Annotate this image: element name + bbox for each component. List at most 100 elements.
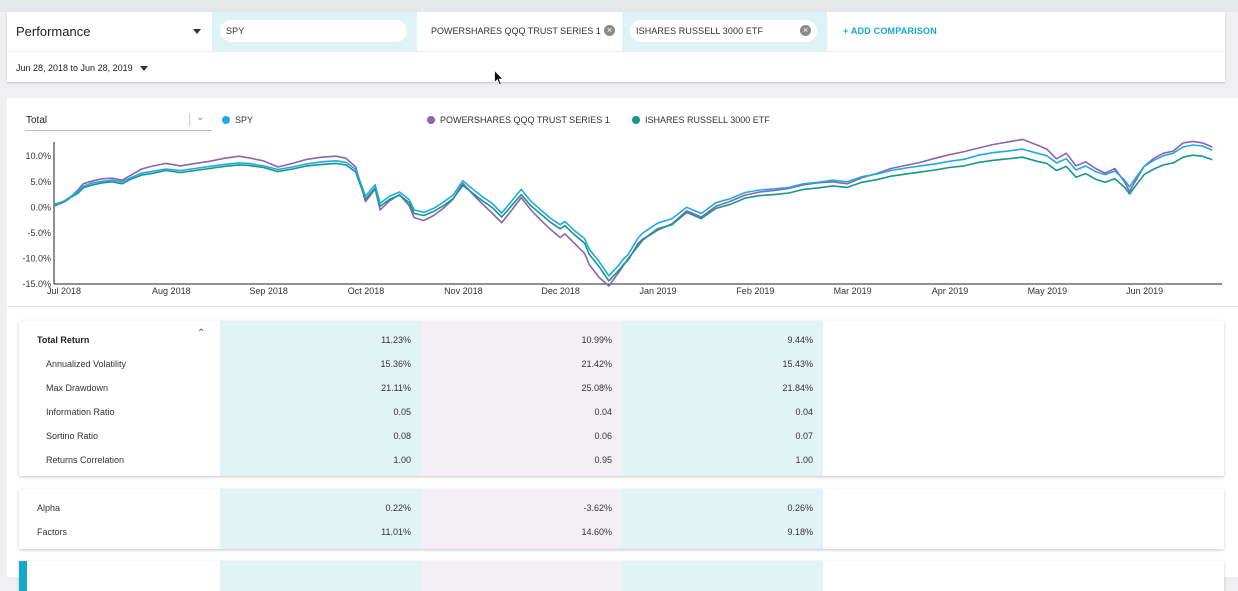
iwv-column [622, 561, 823, 591]
metric-value: 11.23% [381, 335, 411, 345]
x-tick-label: Aug 2018 [152, 286, 191, 296]
divider [7, 306, 1238, 307]
legend-spy: SPY [222, 115, 253, 125]
tab-qqq[interactable]: POWERSHARES QQQ TRUST SERIES 1 × [417, 12, 622, 51]
header-panel: Performance SPY POWERSHARES QQQ TRUST SE… [7, 12, 1225, 82]
tab-iwv: ISHARES RUSSELL 3000 ETF × [622, 12, 827, 51]
top-strip [0, 0, 1238, 12]
metric-value: 0.07 [795, 431, 813, 441]
metric-value: 9.44% [787, 335, 813, 345]
legend-qqq: POWERSHARES QQQ TRUST SERIES 1 [427, 115, 610, 125]
chevron-down-icon: ⌄ [196, 112, 205, 123]
metric-value: 10.99% [581, 335, 612, 345]
spy-input[interactable]: SPY [220, 20, 407, 42]
series-line-spy [53, 144, 1213, 277]
metric-row: Alpha 0.22% -3.62% 0.26% [19, 495, 823, 519]
next-card [19, 561, 1224, 591]
legend-label: ISHARES RUSSELL 3000 ETF [645, 115, 770, 125]
metric-value: 1.00 [393, 455, 411, 465]
metric-row: Returns Correlation 1.00 0.95 1.00 [19, 447, 823, 471]
tab-label: SPY [226, 26, 245, 36]
metric-value: 0.05 [393, 407, 411, 417]
metric-value: 1.00 [795, 455, 813, 465]
metric-value: 11.01% [381, 527, 411, 537]
x-tick-label: Dec 2018 [541, 286, 580, 296]
metric-row: Max Drawdown 21.11% 25.08% 21.84% [19, 375, 823, 399]
metric-value: 0.04 [594, 407, 612, 417]
metric-name: Returns Correlation [46, 455, 125, 465]
y-tick-label: -5.0% [27, 228, 51, 238]
iwv-column [622, 321, 823, 476]
metric-value: 14.60% [581, 527, 612, 537]
chevron-down-icon [193, 29, 201, 34]
y-tick-label: 5.0% [30, 177, 51, 187]
chart-mode-label: Total [26, 115, 48, 126]
metric-value: 0.95 [594, 455, 612, 465]
x-tick-label: Nov 2018 [444, 286, 483, 296]
metric-row: Factors 11.01% 14.60% 9.18% [19, 519, 823, 543]
metric-value: 15.43% [782, 359, 813, 369]
spy-column [220, 489, 421, 549]
spy-column [220, 561, 421, 591]
y-tick-label: -15.0% [22, 279, 51, 289]
metric-row: Information Ratio 0.05 0.04 0.04 [19, 399, 823, 423]
x-tick-label: Mar 2019 [834, 286, 872, 296]
legend-iwv: ISHARES RUSSELL 3000 ETF [632, 115, 770, 125]
view-select[interactable]: Performance [7, 12, 212, 52]
divider [189, 113, 190, 126]
metric-name: Information Ratio [46, 407, 115, 417]
y-tick-label: 10.0% [25, 151, 51, 161]
tab-spy: SPY [212, 12, 417, 51]
chevron-down-icon[interactable] [140, 66, 148, 71]
y-tick-label: -10.0% [22, 253, 51, 263]
metric-value: 0.04 [795, 407, 813, 417]
metric-name: Max Drawdown [46, 383, 109, 393]
x-tick-label: Sep 2018 [249, 286, 288, 296]
main-panel: Total ⌄ SPY POWERSHARES QQQ TRUST SERIES… [7, 98, 1238, 591]
metric-name: Total Return [37, 335, 90, 345]
series-line-iwv [53, 154, 1213, 282]
metric-value: 9.18% [787, 527, 813, 537]
chevron-up-icon[interactable]: ⌃ [197, 328, 206, 339]
iwv-column [622, 489, 823, 549]
y-tick-label: 0.0% [30, 202, 51, 212]
close-icon[interactable]: × [604, 25, 615, 36]
metric-name: Alpha [37, 503, 61, 513]
close-icon[interactable]: × [800, 25, 811, 36]
x-tick-label: Feb 2019 [736, 286, 774, 296]
tab-label: POWERSHARES QQQ TRUST SERIES 1 [431, 26, 601, 36]
metric-value: 0.08 [393, 431, 411, 441]
metric-value: 0.06 [594, 431, 612, 441]
x-tick-label: Oct 2018 [348, 286, 385, 296]
series-line-qqq [53, 138, 1213, 287]
metric-value: 0.26% [787, 503, 813, 513]
metric-value: -3.62% [583, 503, 612, 513]
x-tick-label: May 2019 [1028, 286, 1068, 296]
date-range-select[interactable]: Jun 28, 2018 to Jun 28, 2019 [16, 63, 133, 73]
metric-value: 0.22% [385, 503, 411, 513]
metrics-card: Total Return 11.23% 10.99% 9.44% Annualized … [19, 321, 1224, 476]
legend-dot-icon [632, 116, 640, 124]
view-select-label: Performance [16, 24, 91, 39]
x-tick-label: Jul 2018 [47, 286, 81, 296]
metric-name: Sortino Ratio [46, 431, 99, 441]
legend-label: POWERSHARES QQQ TRUST SERIES 1 [440, 115, 610, 125]
metric-row: Sortino Ratio 0.08 0.06 0.07 [19, 423, 823, 447]
spy-column [220, 321, 421, 476]
qqq-column [421, 561, 622, 591]
metric-row[interactable]: Total Return 11.23% 10.99% 9.44% [19, 327, 823, 351]
chart-mode-select[interactable]: Total ⌄ [25, 110, 212, 131]
metric-value: 15.36% [380, 359, 411, 369]
qqq-column [421, 321, 622, 476]
legend-dot-icon [222, 116, 230, 124]
metric-name: Annualized Volatility [46, 359, 127, 369]
metric-value: 25.08% [581, 383, 612, 393]
add-comparison-button[interactable]: + ADD COMPARISON [843, 26, 937, 36]
date-range-bar: Jun 28, 2018 to Jun 28, 2019 [7, 51, 1225, 83]
qqq-column [421, 489, 622, 549]
x-tick-label: Jan 2019 [639, 286, 676, 296]
metric-value: 21.84% [782, 383, 813, 393]
iwv-input[interactable]: ISHARES RUSSELL 3000 ETF × [630, 20, 817, 42]
legend-dot-icon [427, 116, 435, 124]
factors-card: Alpha 0.22% -3.62% 0.26% Factors 11.01% 14.60%… [19, 489, 1224, 549]
